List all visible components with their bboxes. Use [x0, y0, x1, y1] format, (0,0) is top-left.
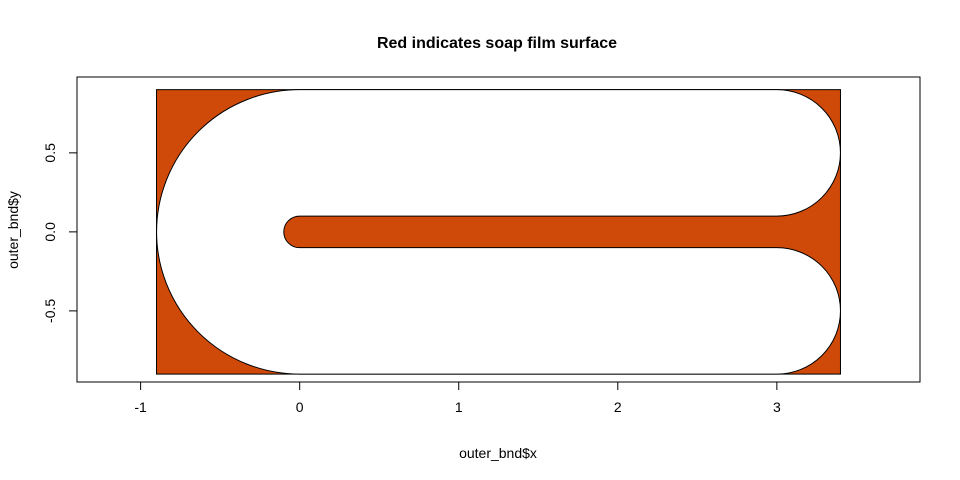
y-tick-label: 0.0	[42, 222, 58, 242]
x-tick-label: 3	[773, 399, 781, 415]
chart-title: Red indicates soap film surface	[377, 35, 617, 52]
x-tick-label: -1	[134, 399, 147, 415]
x-tick-label: 1	[455, 399, 463, 415]
x-axis: -1 0 1 2 3	[134, 381, 781, 415]
x-tick-label: 0	[296, 399, 304, 415]
x-tick-label: 2	[614, 399, 622, 415]
y-axis: -0.5 0.0 0.5	[42, 143, 78, 323]
shapes-layer	[156, 89, 841, 375]
outer-boundary-hole	[156, 89, 841, 375]
x-axis-label: outer_bnd$x	[459, 445, 537, 461]
y-axis-label: outer_bnd$y	[5, 191, 21, 269]
y-tick-label: 0.5	[42, 143, 58, 163]
y-tick-label: -0.5	[42, 299, 58, 323]
